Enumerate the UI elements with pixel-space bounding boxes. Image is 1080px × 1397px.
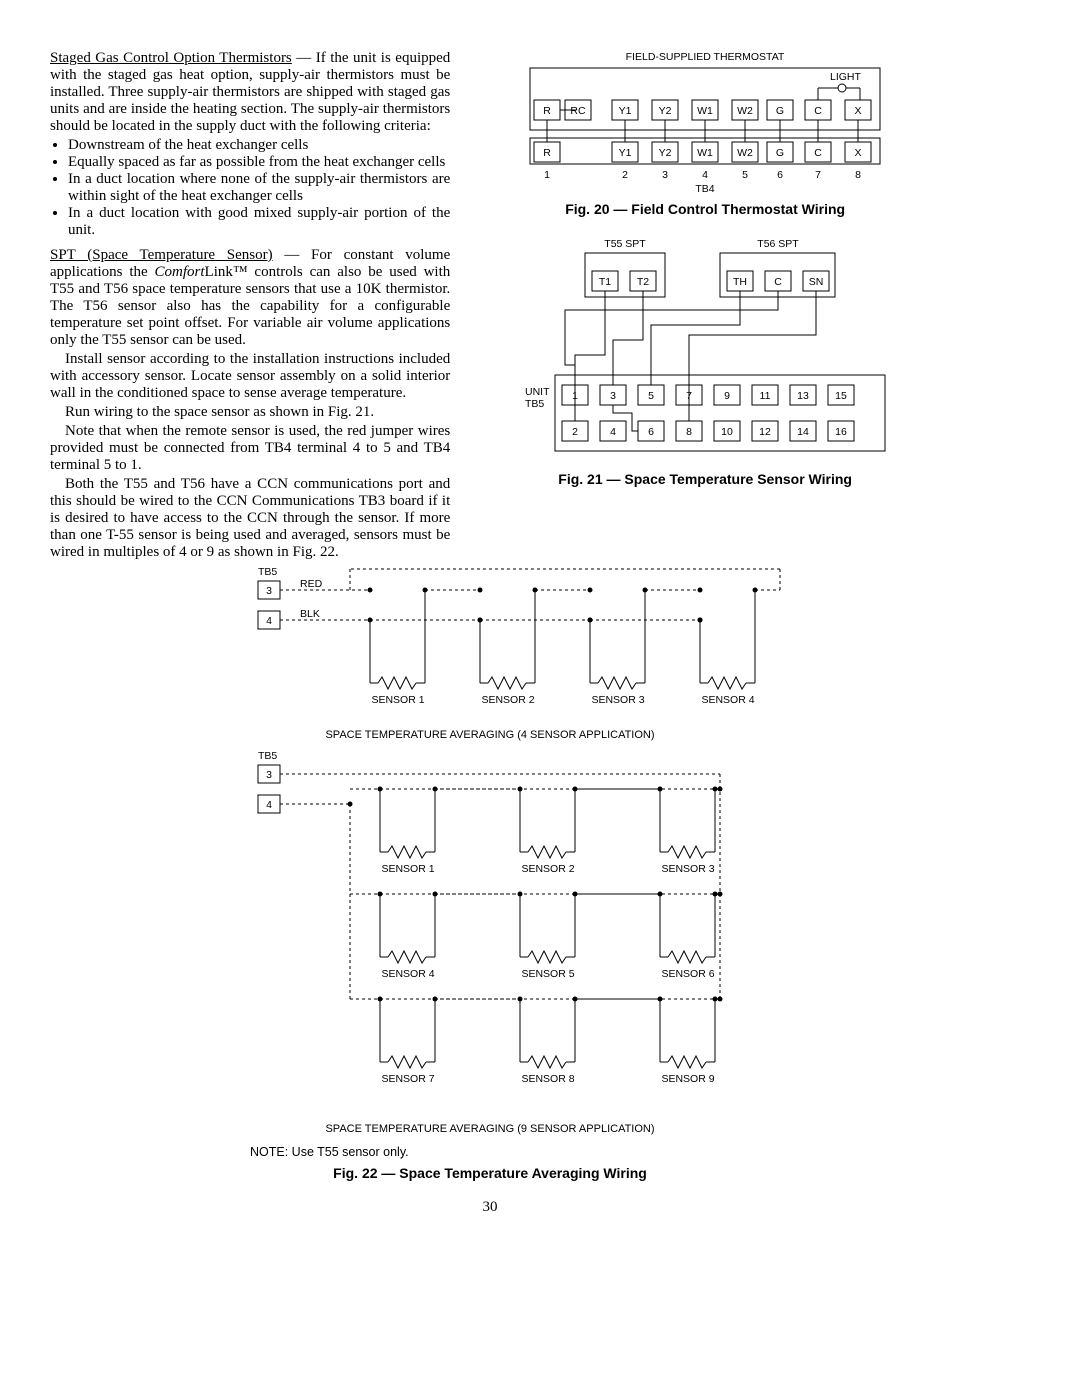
svg-text:T2: T2 xyxy=(637,276,649,288)
svg-text:SENSOR 1: SENSOR 1 xyxy=(371,694,424,706)
fig21-caption: Fig. 21 — Space Temperature Sensor Wirin… xyxy=(480,471,930,487)
svg-text:LIGHT: LIGHT xyxy=(830,71,862,83)
svg-text:W1: W1 xyxy=(697,147,713,159)
list-item: In a duct location where none of the sup… xyxy=(68,171,450,205)
svg-text:TB5: TB5 xyxy=(258,750,277,762)
svg-text:15: 15 xyxy=(835,390,847,402)
fig21-svg: .t{font:10.5px Arial;}.tc{text-anchor:mi… xyxy=(515,235,895,465)
svg-text:6: 6 xyxy=(777,169,783,181)
list-item: In a duct location with good mixed suppl… xyxy=(68,205,450,239)
svg-text:SENSOR 1: SENSOR 1 xyxy=(381,863,434,875)
svg-text:4: 4 xyxy=(702,169,708,181)
lead-spt: SPT (Space Temperature Sensor) xyxy=(50,247,273,263)
svg-text:Y1: Y1 xyxy=(619,147,632,159)
svg-text:Y2: Y2 xyxy=(659,147,672,159)
svg-text:4: 4 xyxy=(266,615,272,627)
svg-text:3: 3 xyxy=(266,769,272,781)
svg-text:TB5: TB5 xyxy=(258,566,277,578)
svg-text:T55 SPT: T55 SPT xyxy=(604,238,646,250)
svg-text:SENSOR 8: SENSOR 8 xyxy=(521,1073,574,1085)
list-item: Equally spaced as far as possible from t… xyxy=(68,154,450,171)
svg-text:C: C xyxy=(814,147,822,159)
fig22-note: NOTE: Use T55 sensor only. xyxy=(250,1145,930,1159)
svg-text:Y1: Y1 xyxy=(619,105,632,117)
svg-text:G: G xyxy=(776,147,784,159)
fig22-4sensor-svg: .t{font:10.5px Arial;}.tc{text-anchor:mi… xyxy=(250,563,810,723)
svg-text:9: 9 xyxy=(724,390,730,402)
fig22-9-label: SPACE TEMPERATURE AVERAGING (9 SENSOR AP… xyxy=(50,1123,930,1135)
svg-text:SENSOR 3: SENSOR 3 xyxy=(591,694,644,706)
svg-text:3: 3 xyxy=(662,169,668,181)
svg-text:TB5: TB5 xyxy=(525,398,544,410)
svg-text:14: 14 xyxy=(797,426,809,438)
page-number: 30 xyxy=(50,1199,930,1216)
svg-text:W2: W2 xyxy=(737,105,753,117)
right-column: .t{font:10.5px Arial;}.tc{text-anchor:mi… xyxy=(480,50,930,563)
svg-text:7: 7 xyxy=(815,169,821,181)
svg-text:W1: W1 xyxy=(697,105,713,117)
svg-text:4: 4 xyxy=(610,426,616,438)
svg-text:T56 SPT: T56 SPT xyxy=(757,238,799,250)
list-item: Downstream of the heat exchanger cells xyxy=(68,137,450,154)
svg-text:1: 1 xyxy=(544,169,550,181)
svg-text:T1: T1 xyxy=(599,276,611,288)
svg-text:3: 3 xyxy=(610,390,616,402)
svg-text:SENSOR 9: SENSOR 9 xyxy=(661,1073,714,1085)
fig22-caption: Fig. 22 — Space Temperature Averaging Wi… xyxy=(50,1165,930,1181)
para-both: Both the T55 and T56 have a CCN communic… xyxy=(50,476,450,561)
svg-text:R: R xyxy=(543,105,551,117)
svg-text:5: 5 xyxy=(742,169,748,181)
lead-staged: Staged Gas Control Option Thermistors xyxy=(50,50,292,66)
svg-text:SENSOR 6: SENSOR 6 xyxy=(661,968,714,980)
svg-text:X: X xyxy=(855,105,862,117)
svg-text:TH: TH xyxy=(733,276,747,288)
svg-text:TB4: TB4 xyxy=(695,183,714,195)
svg-text:SN: SN xyxy=(809,276,824,288)
svg-text:SENSOR 2: SENSOR 2 xyxy=(521,863,574,875)
svg-text:SENSOR 7: SENSOR 7 xyxy=(381,1073,434,1085)
svg-text:W2: W2 xyxy=(737,147,753,159)
svg-text:10: 10 xyxy=(721,426,733,438)
svg-text:8: 8 xyxy=(855,169,861,181)
svg-text:FIELD-SUPPLIED THERMOSTAT: FIELD-SUPPLIED THERMOSTAT xyxy=(626,51,785,63)
criteria-list: Downstream of the heat exchanger cells E… xyxy=(50,137,450,239)
svg-text:8: 8 xyxy=(686,426,692,438)
svg-text:X: X xyxy=(855,147,862,159)
left-column: Staged Gas Control Option Thermistors — … xyxy=(50,50,450,563)
svg-text:12: 12 xyxy=(759,426,771,438)
svg-text:RED: RED xyxy=(300,578,323,590)
fig22-9sensor-svg: .t{font:10.5px Arial;}.tc{text-anchor:mi… xyxy=(250,747,810,1117)
fig20-svg: .t{font:10.5px Arial;}.tc{text-anchor:mi… xyxy=(520,50,890,195)
svg-text:SENSOR 4: SENSOR 4 xyxy=(381,968,434,980)
svg-text:SENSOR 3: SENSOR 3 xyxy=(661,863,714,875)
svg-text:4: 4 xyxy=(266,799,272,811)
svg-text:UNIT: UNIT xyxy=(525,386,550,398)
para-staged-gas: Staged Gas Control Option Thermistors — … xyxy=(50,50,450,135)
para-run: Run wiring to the space sensor as shown … xyxy=(50,404,450,421)
svg-text:13: 13 xyxy=(797,390,809,402)
svg-text:BLK: BLK xyxy=(300,608,320,620)
svg-text:C: C xyxy=(814,105,822,117)
para-spt: SPT (Space Temperature Sensor) — For con… xyxy=(50,247,450,349)
svg-text:SENSOR 2: SENSOR 2 xyxy=(481,694,534,706)
svg-text:C: C xyxy=(774,276,782,288)
svg-text:2: 2 xyxy=(622,169,628,181)
svg-text:R: R xyxy=(543,147,551,159)
svg-text:RC: RC xyxy=(571,105,587,117)
fig22-4-label: SPACE TEMPERATURE AVERAGING (4 SENSOR AP… xyxy=(50,729,930,741)
svg-text:11: 11 xyxy=(760,390,771,402)
svg-text:G: G xyxy=(776,105,784,117)
svg-text:SENSOR 5: SENSOR 5 xyxy=(521,968,574,980)
svg-text:2: 2 xyxy=(572,426,578,438)
svg-text:Y2: Y2 xyxy=(659,105,672,117)
para-note: Note that when the remote sensor is used… xyxy=(50,423,450,474)
fig20-caption: Fig. 20 — Field Control Thermostat Wirin… xyxy=(480,201,930,217)
svg-text:6: 6 xyxy=(648,426,654,438)
svg-text:16: 16 xyxy=(835,426,847,438)
svg-text:SENSOR 4: SENSOR 4 xyxy=(701,694,754,706)
svg-text:3: 3 xyxy=(266,585,272,597)
svg-text:5: 5 xyxy=(648,390,654,402)
para-install: Install sensor according to the installa… xyxy=(50,351,450,402)
